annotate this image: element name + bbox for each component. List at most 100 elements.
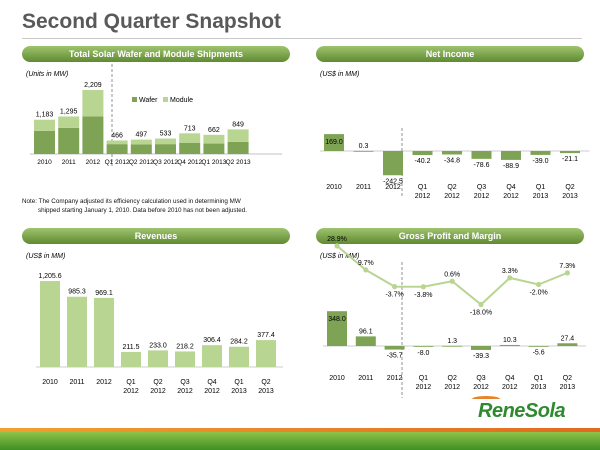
net-income-tick-label: 2012 xyxy=(503,193,519,200)
revenues-bar xyxy=(121,351,141,367)
gross-margin-label: 28.9% xyxy=(327,236,347,243)
gross-margin-point xyxy=(564,270,571,276)
shipments-tick-label: 2012 xyxy=(86,159,101,166)
net-income-value-label: -78.6 xyxy=(474,162,490,169)
gross-margin-point xyxy=(363,267,369,273)
wafer-bar xyxy=(203,143,225,154)
net-income-tick-label: 2012 xyxy=(385,184,401,191)
gross-profit-header: Gross Profit and Margin xyxy=(316,228,584,244)
net-income-tick-label: Q2 xyxy=(447,184,456,191)
module-bar xyxy=(130,139,152,145)
revenues-tick-label: 2012 xyxy=(96,379,112,386)
gross-profit-bar xyxy=(384,346,405,350)
net-income-value-label: 169.0 xyxy=(325,139,343,146)
revenues-value-label: 233.0 xyxy=(149,342,167,349)
net-income-tick-label: 2012 xyxy=(444,193,460,200)
gross-margin-label: 3.3% xyxy=(502,268,518,275)
gross-profit-tick-label: Q3 xyxy=(476,375,485,382)
gross-profit-bar xyxy=(499,344,520,346)
gross-profit-tick-label: Q4 xyxy=(505,375,514,382)
page-title: Second Quarter Snapshot xyxy=(22,10,282,33)
module-bar xyxy=(203,134,225,144)
shipments-total-label: 2,209 xyxy=(84,82,102,89)
net-income-tick-label: Q1 xyxy=(536,184,545,191)
gross-profit-bar xyxy=(413,346,434,347)
net-income-tick-label: Q2 xyxy=(565,184,574,191)
revenues-tick-label: 2013 xyxy=(258,388,274,395)
revenues-tick-label: Q1 xyxy=(126,379,135,386)
gross-margin-label: 7.3% xyxy=(559,263,575,270)
note-line-1: Note: The Company adjusted its efficienc… xyxy=(22,198,241,205)
net-income-tick-label: Q3 xyxy=(477,184,486,191)
net-income-value-label: -39.0 xyxy=(533,158,549,165)
shipments-tick-label: 2010 xyxy=(37,159,52,166)
gross-margin-label: -3.8% xyxy=(414,292,432,299)
gross-profit-tick-label: 2013 xyxy=(560,384,576,391)
gross-profit-tick-label: Q1 xyxy=(534,375,543,382)
net-income-value-label: 0.3 xyxy=(359,143,369,150)
module-bar xyxy=(58,116,80,128)
wafer-bar xyxy=(58,127,80,154)
net-income-tick-label: Q4 xyxy=(506,184,515,191)
gross-margin-point xyxy=(478,301,484,308)
gross-margin-point xyxy=(536,281,542,288)
gross-profit-tick-label: 2012 xyxy=(416,384,432,391)
net-income-bar xyxy=(530,151,551,155)
wafer-legend-swatch xyxy=(132,97,137,102)
net-income-tick-label: Q1 xyxy=(418,184,427,191)
revenues-value-label: 1,205.6 xyxy=(38,273,61,280)
net-income-bar xyxy=(560,151,580,154)
wafer-bar xyxy=(106,144,128,154)
revenues-tick-label: Q2 xyxy=(153,379,162,386)
revenues-tick-label: 2012 xyxy=(177,388,193,395)
gross-profit-bar xyxy=(471,346,491,350)
gross-margin-point xyxy=(392,284,398,290)
revenues-tick-label: Q4 xyxy=(207,379,216,386)
shipments-total-label: 466 xyxy=(111,132,123,139)
shipments-tick-label: Q1 2012 xyxy=(105,159,130,166)
wafer-bar xyxy=(34,130,55,154)
shipments-tick-label: 2011 xyxy=(62,159,76,166)
shipments-total-label: 533 xyxy=(160,131,172,138)
gross-profit-value-label: 27.4 xyxy=(561,335,575,342)
net-income-tick-label: 2011 xyxy=(356,184,371,191)
shipments-total-label: 849 xyxy=(232,121,244,128)
net-income-bar xyxy=(353,150,374,152)
revenues-header: Revenues xyxy=(22,228,290,244)
wafer-bar xyxy=(227,141,249,154)
wafer-bar xyxy=(82,116,104,154)
gross-profit-tick-label: 2012 xyxy=(502,384,518,391)
gross-profit-bar xyxy=(528,346,549,347)
net-income-value-label: -40.2 xyxy=(415,158,431,165)
module-legend-label: Module xyxy=(170,97,193,104)
gross-profit-tick-label: 2012 xyxy=(473,384,489,391)
revenues-bar xyxy=(40,281,60,367)
shipments-total-label: 713 xyxy=(184,125,196,132)
net-income-value-label: -34.8 xyxy=(444,157,460,164)
revenues-value-label: 377.4 xyxy=(257,332,275,339)
gross-margin-label: -3.7% xyxy=(385,292,403,299)
revenues-tick-label: 2012 xyxy=(150,388,166,395)
revenues-bar xyxy=(229,346,249,367)
gross-profit-value-label: 96.1 xyxy=(359,328,373,335)
revenues-tick-label: 2012 xyxy=(204,388,220,395)
gross-profit-value-label: -35.7 xyxy=(387,353,403,360)
net-income-bar xyxy=(471,151,492,159)
revenues-tick-label: 2013 xyxy=(231,388,247,395)
shipments-tick-label: Q2 2012 xyxy=(129,159,154,166)
revenues-value-label: 218.2 xyxy=(176,343,194,350)
logo-swoosh-icon xyxy=(472,396,500,402)
gross-margin-point xyxy=(449,278,455,284)
net-income-tick-label: 2013 xyxy=(562,193,578,200)
revenues-value-label: 306.4 xyxy=(203,337,221,344)
revenues-tick-label: 2010 xyxy=(42,379,58,386)
footer-green-band xyxy=(0,432,600,450)
title-divider xyxy=(22,38,582,39)
wafer-legend-label: Wafer xyxy=(139,97,158,104)
revenues-bar xyxy=(256,340,276,367)
module-bar xyxy=(155,138,176,145)
gross-profit-bar xyxy=(442,345,463,347)
revenues-bar xyxy=(202,345,222,367)
shipments-total-label: 497 xyxy=(135,132,147,139)
